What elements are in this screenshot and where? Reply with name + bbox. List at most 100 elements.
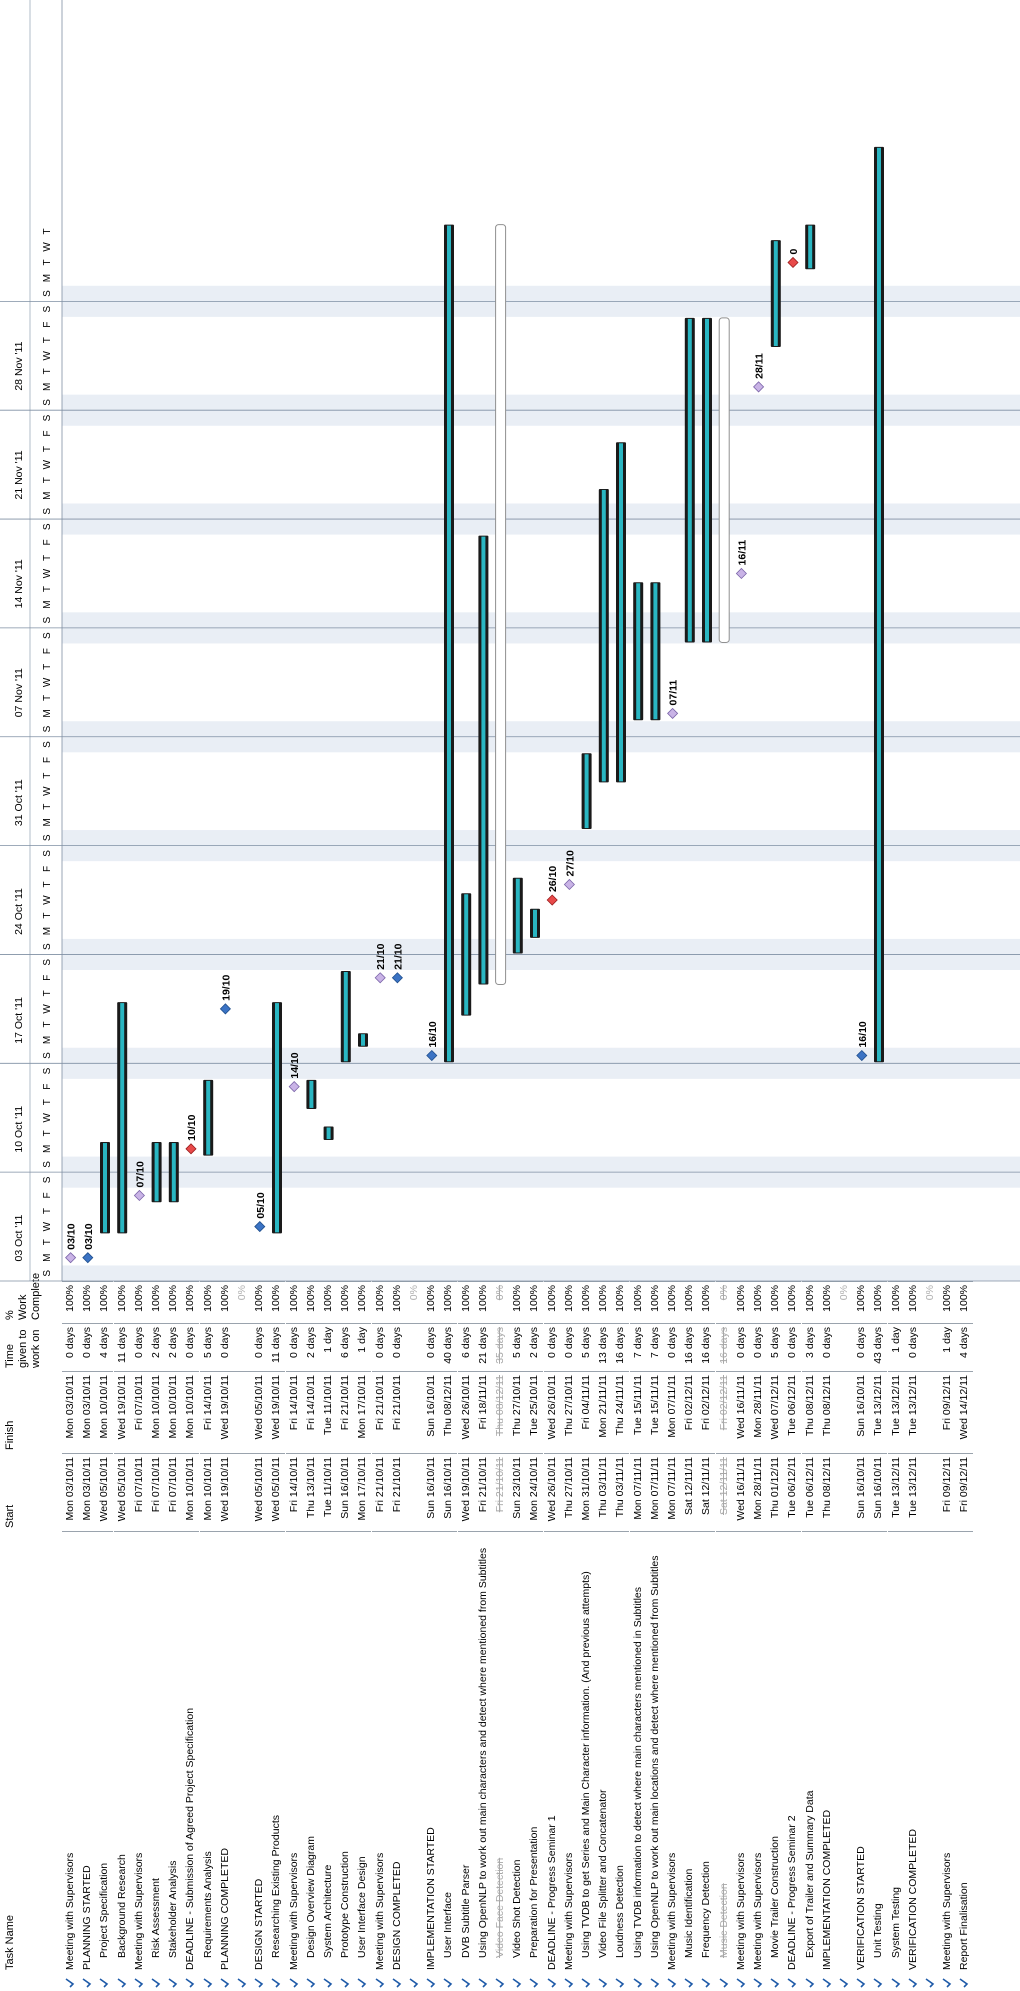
table-row[interactable]: Using OpenNLP to work out main locations… [646, 0, 664, 1991]
day-letter: W [42, 786, 53, 796]
task-bar-progress [601, 489, 606, 782]
table-row[interactable]: Using OpenNLP to work out main character… [474, 0, 492, 1991]
table-row[interactable]: IMPLEMENTATION COMPLETED Thu 08/12/11 Thu … [818, 0, 836, 1991]
table-row[interactable]: 0% [836, 0, 853, 1991]
milestone-label: 03/10 [66, 1223, 78, 1249]
check-icon [736, 1978, 746, 1988]
check-icon [701, 1978, 711, 1988]
table-row[interactable]: Risk Assessment Fri 07/10/11 Mon 10/10/11 2… [148, 0, 165, 1991]
task-bar-progress [619, 443, 623, 782]
check-icon [134, 1978, 144, 1988]
table-row[interactable]: 0% [234, 0, 251, 1991]
table-row[interactable]: Meeting with Supervisors Fri 14/10/11 Fri … [285, 0, 303, 1991]
table-row[interactable]: Project Specification Wed 05/10/11 Mon 10/… [96, 0, 114, 1991]
table-row[interactable]: Using TVDB information to detect where m… [629, 0, 647, 1991]
task-bar-progress [326, 1127, 331, 1140]
day-letter: S [42, 850, 53, 857]
table-row[interactable]: User Interface Design Mon 17/10/11 Mon 17/… [354, 0, 372, 1991]
milestone-diamond [391, 972, 403, 984]
table-row[interactable]: System Architecture Tue 11/10/11 Tue 11/10… [320, 0, 337, 1991]
milestone-label: 16/10 [857, 1021, 869, 1047]
table-row[interactable]: Export of Trailer and Summary Data Tue 06… [801, 0, 819, 1991]
table-row[interactable]: Report Finalisation Fri 09/12/11 Wed 14/12… [956, 0, 974, 1991]
task-bar-progress [464, 894, 469, 1015]
day-letter: T [42, 664, 53, 670]
table-row[interactable]: Researching Existing Products Wed 05/10/1… [268, 0, 286, 1991]
check-icon [650, 1978, 660, 1988]
day-letter: W [42, 677, 53, 687]
table-row[interactable]: Meeting with Supervisors Fri 09/12/11 Fri … [939, 0, 957, 1991]
table-row[interactable]: User Interface Sun 16/10/11 Thu 08/12/11 40… [440, 0, 458, 1991]
table-row[interactable]: Meeting with Supervisors Wed 16/11/11 Wed … [732, 0, 750, 1991]
table-row[interactable]: Loudness Detection Thu 03/11/11 Thu 24/11/… [612, 0, 630, 1991]
day-letter: F [42, 539, 53, 545]
table-row[interactable]: PLANNING COMPLETED Wed 19/10/11 Wed 19/10/… [216, 0, 234, 1991]
day-letter: W [42, 568, 53, 578]
table-row[interactable]: Prototype Construction Sun 16/10/11 Fri 21… [337, 0, 355, 1991]
table-row[interactable]: 0% [922, 0, 939, 1991]
week-label: 24 Oct '11 [13, 888, 25, 935]
table-row[interactable]: Using TVDB to get Series and Main Charac… [578, 0, 595, 1991]
table-row[interactable]: VERIFICATION COMPLETED Tue 13/12/11 Tue 13… [904, 0, 922, 1991]
table-row[interactable]: Video Face Detection Fri 21/10/11 Thu 08/1… [492, 0, 509, 1991]
check-icon [839, 1978, 849, 1988]
table-row[interactable]: Design Overview Diagram Thu 13/10/11 Fri 1… [302, 0, 320, 1991]
table-row[interactable]: Meeting with Supervisors Mon 07/11/11 Mon … [664, 0, 681, 1991]
check-icon [409, 1978, 419, 1988]
table-row[interactable]: System Testing Tue 13/12/11 Tue 13/12/11 1 … [887, 0, 905, 1991]
table-row[interactable]: Video File Splitter and Concatenator Thu … [595, 0, 613, 1991]
day-letter: S [42, 959, 53, 966]
table-row[interactable]: Background Research Wed 05/10/11 Wed 19/10… [113, 0, 131, 1991]
day-letter: T [42, 1130, 53, 1136]
day-letter: S [42, 508, 53, 515]
milestone-label: 0 [788, 248, 800, 254]
table-row[interactable]: 0% [406, 0, 423, 1991]
day-letter: F [42, 1192, 53, 1198]
table-row[interactable]: DEADLINE - Submission of Agreed Project … [182, 0, 200, 1991]
table-row[interactable]: Music Detection Sat 12/11/11 Fri 02/12/11 1… [715, 0, 733, 1991]
table-row[interactable]: Unit Testing Sun 16/10/11 Tue 13/12/11 43 d… [870, 0, 888, 1991]
task-bar-progress [481, 536, 486, 984]
day-letter: S [42, 305, 53, 312]
day-letter: T [42, 1021, 53, 1027]
day-letter: F [42, 1084, 53, 1090]
table-row[interactable]: Frequency Detection Sat 12/11/11 Fri 02/12… [698, 0, 716, 1991]
check-icon [615, 1978, 625, 1988]
day-letter: T [42, 477, 53, 483]
table-row[interactable]: Music Identification Sat 12/11/11 Fri 02/1… [681, 0, 699, 1991]
check-icon [495, 1978, 505, 1988]
table-row[interactable]: DVB Subtitle Parser Wed 19/10/11 Wed 26/10… [457, 0, 475, 1991]
check-icon [340, 1978, 350, 1988]
milestone-label: 03/10 [83, 1223, 95, 1249]
table-row[interactable]: DESIGN COMPLETED Fri 21/10/11 Fri 21/10/11… [388, 0, 406, 1991]
table-row[interactable]: Meeting with Supervisors Mon 03/10/11 Mon … [62, 0, 79, 1991]
table-row[interactable]: DESIGN STARTED Wed 05/10/11 Wed 05/10/11 0 … [251, 0, 269, 1991]
table-row[interactable]: DEADLINE - Progress Seminar 2 Tue 06/12/1… [784, 0, 802, 1991]
check-icon [787, 1978, 797, 1988]
table-row[interactable]: PLANNING STARTED Mon 03/10/11 Mon 03/10/11… [79, 0, 97, 1991]
weekend-band [62, 1047, 1020, 1064]
table-row[interactable]: Requirements Analysis Mon 10/10/11 Fri 14/… [199, 0, 217, 1991]
table-row[interactable]: Stakeholder Analysis Fri 07/10/11 Mon 10/1… [165, 0, 183, 1991]
day-letter: M [42, 1145, 53, 1153]
table-row[interactable]: Meeting with Supervisors Fri 21/10/11 Fri … [371, 0, 389, 1991]
milestone-label: 07/10 [134, 1161, 146, 1187]
table-row[interactable]: IMPLEMENTATION STARTED Sun 16/10/11 Sun 16… [423, 0, 441, 1991]
table-row[interactable]: Meeting with Supervisors Thu 27/10/11 Thu … [560, 0, 578, 1991]
milestone-diamond [82, 1252, 94, 1264]
milestone-label: 27/10 [564, 850, 576, 876]
table-row[interactable]: VERIFICATION STARTED Sun 16/10/11 Sun 16/1… [853, 0, 871, 1991]
table-row[interactable]: Movie Trailer Construction Thu 01/12/11 We… [767, 0, 785, 1991]
check-icon [684, 1978, 694, 1988]
table-row[interactable]: DEADLINE - Progress Seminar 1 Wed 26/10/1… [543, 0, 561, 1991]
day-letter: F [42, 648, 53, 654]
milestone-label: 14/10 [289, 1052, 301, 1078]
day-letter: S [42, 741, 53, 748]
weekend-band [62, 1172, 1020, 1188]
table-row[interactable]: Meeting with Supervisors Fri 07/10/11 Fri … [130, 0, 148, 1991]
check-icon [547, 1978, 556, 1988]
table-row[interactable]: Preparation for Presentation Mon 24/10/11… [526, 0, 544, 1991]
table-row[interactable]: Meeting with Supervisors Mon 28/11/11 Mon … [750, 0, 767, 1991]
table-row[interactable]: Video Shot Detection Sun 23/10/11 Thu 27/1… [509, 0, 527, 1991]
